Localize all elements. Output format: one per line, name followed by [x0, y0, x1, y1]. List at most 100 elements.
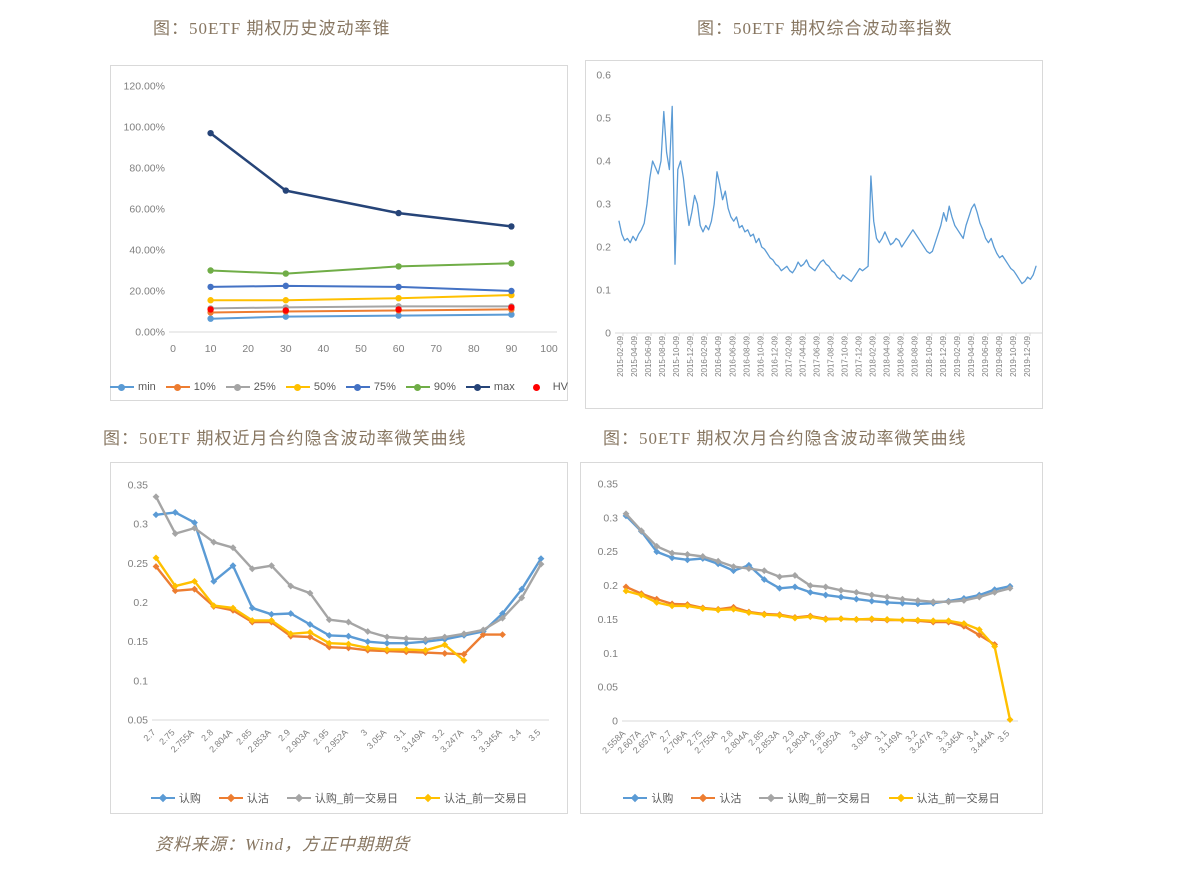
svg-text:2017-06-09: 2017-06-09 — [812, 335, 821, 376]
svg-text:3.4: 3.4 — [507, 727, 523, 743]
svg-text:0: 0 — [605, 328, 611, 340]
svg-text:0.25: 0.25 — [128, 558, 149, 570]
legend-marker-icon — [225, 383, 250, 391]
svg-text:70: 70 — [430, 343, 442, 355]
legend-item: 认购_前一交易日 — [759, 790, 871, 806]
figure-title-vol-index: 图：50ETF 期权综合波动率指数 — [697, 19, 953, 38]
svg-text:0.1: 0.1 — [603, 648, 618, 660]
svg-text:0.05: 0.05 — [598, 682, 619, 694]
svg-text:60.00%: 60.00% — [129, 204, 165, 216]
svg-text:100.00%: 100.00% — [124, 122, 165, 134]
legend-marker-icon — [416, 793, 440, 803]
svg-text:3: 3 — [847, 728, 858, 739]
svg-text:2019-04-09: 2019-04-09 — [967, 335, 976, 376]
svg-text:20.00%: 20.00% — [129, 286, 165, 298]
figure-title-smile-next-month: 图：50ETF 期权次月合约隐含波动率微笑曲线 — [603, 429, 967, 448]
svg-text:100: 100 — [540, 343, 558, 355]
legend-marker-icon — [465, 383, 490, 391]
svg-text:3: 3 — [359, 727, 370, 738]
legend-marker-icon — [405, 383, 430, 391]
legend-marker-icon — [759, 793, 784, 803]
svg-text:0.3: 0.3 — [133, 519, 148, 531]
svg-text:3.5: 3.5 — [526, 727, 542, 743]
svg-text:0.2: 0.2 — [596, 242, 611, 254]
svg-text:3.5: 3.5 — [995, 728, 1011, 744]
legend-marker-icon — [888, 793, 913, 803]
svg-text:0.2: 0.2 — [603, 580, 618, 592]
svg-text:120.00%: 120.00% — [124, 81, 165, 93]
svg-text:2017-08-09: 2017-08-09 — [827, 335, 836, 376]
legend-item: HV — [525, 381, 568, 393]
legend-item: 75% — [345, 381, 396, 393]
svg-text:3.05A: 3.05A — [365, 727, 389, 751]
svg-text:0.1: 0.1 — [133, 675, 148, 687]
svg-text:2019-08-09: 2019-08-09 — [995, 335, 1004, 376]
legend-marker-icon — [285, 383, 310, 391]
svg-text:0.3: 0.3 — [596, 199, 611, 211]
legend-marker-icon — [525, 383, 549, 391]
svg-text:2018-10-09: 2018-10-09 — [925, 335, 934, 376]
legend-marker-icon — [110, 383, 135, 391]
svg-text:2019-12-09: 2019-12-09 — [1023, 335, 1032, 376]
chart-legend: 认购 认沽 认购_前一交易日 认沽_前一交易日 — [581, 790, 1042, 806]
svg-text:2017-12-09: 2017-12-09 — [855, 335, 864, 376]
chart-composite-volatility-index: 0 0.1 0.2 0.3 0.4 0.5 0.6 2015-02-09 2015-04-09 2… — [585, 60, 1044, 409]
svg-text:2015-10-09: 2015-10-09 — [672, 335, 681, 376]
legend-marker-icon — [286, 793, 311, 803]
svg-text:50: 50 — [355, 343, 367, 355]
svg-text:30: 30 — [280, 343, 292, 355]
svg-text:2018-04-09: 2018-04-09 — [883, 335, 892, 376]
chart-next-month-iv-smile: 0 0.05 0.1 0.15 0.2 0.25 0.3 0.35 2.558A 2.607A 2.… — [580, 462, 1043, 814]
svg-text:2019-06-09: 2019-06-09 — [981, 335, 990, 376]
svg-text:2019-02-09: 2019-02-09 — [953, 335, 962, 376]
svg-text:0.35: 0.35 — [598, 479, 619, 491]
svg-text:2.7: 2.7 — [141, 727, 157, 743]
svg-text:0.6: 0.6 — [596, 70, 611, 82]
legend-item: 10% — [165, 381, 216, 393]
svg-text:2015-06-09: 2015-06-09 — [644, 335, 653, 376]
svg-text:0.05: 0.05 — [128, 715, 149, 727]
svg-text:0.15: 0.15 — [598, 614, 619, 626]
legend-item: max — [465, 381, 515, 393]
svg-text:20: 20 — [242, 343, 254, 355]
legend-item: 认购_前一交易日 — [286, 790, 398, 806]
svg-text:2019-10-09: 2019-10-09 — [1009, 335, 1018, 376]
svg-text:80.00%: 80.00% — [129, 163, 165, 175]
svg-text:2018-02-09: 2018-02-09 — [869, 335, 878, 376]
svg-text:0.2: 0.2 — [133, 597, 148, 609]
svg-text:0.35: 0.35 — [128, 480, 149, 492]
legend-marker-icon — [623, 793, 648, 803]
legend-marker-icon — [150, 793, 175, 803]
svg-text:0.25: 0.25 — [598, 546, 619, 558]
svg-text:2017-04-09: 2017-04-09 — [798, 335, 807, 376]
svg-text:2018-12-09: 2018-12-09 — [939, 335, 948, 376]
legend-item: 认购 — [150, 790, 201, 806]
legend-marker-icon — [218, 793, 243, 803]
svg-text:2017-10-09: 2017-10-09 — [841, 335, 850, 376]
svg-text:2015-08-09: 2015-08-09 — [658, 335, 667, 376]
svg-text:80: 80 — [468, 343, 480, 355]
legend-item: min — [110, 381, 156, 393]
svg-text:2015-12-09: 2015-12-09 — [686, 335, 695, 376]
chart-legend: 认购 认沽 认购_前一交易日 认沽_前一交易日 — [111, 790, 567, 806]
svg-text:2016-08-09: 2016-08-09 — [742, 335, 751, 376]
chart-historical-volatility-cone: 0.00% 20.00% 40.00% 60.00% 80.00% 100.00% 120.… — [110, 65, 568, 401]
chart-near-month-iv-smile: 0.05 0.1 0.15 0.2 0.25 0.3 0.35 2.7 2.75 2.755A 2.… — [110, 462, 568, 814]
legend-item: 25% — [225, 381, 276, 393]
svg-text:2016-02-09: 2016-02-09 — [700, 335, 709, 376]
svg-text:0.15: 0.15 — [128, 636, 149, 648]
legend-item: 认沽 — [691, 790, 741, 806]
legend-marker-icon — [165, 383, 190, 391]
svg-text:0: 0 — [170, 343, 176, 355]
svg-text:2015-04-09: 2015-04-09 — [630, 335, 639, 376]
svg-text:90: 90 — [506, 343, 518, 355]
svg-text:40: 40 — [318, 343, 330, 355]
legend-item: 50% — [285, 381, 336, 393]
legend-item: 认购 — [623, 790, 673, 806]
figure-title-vol-cone: 图：50ETF 期权历史波动率锥 — [153, 19, 391, 38]
svg-text:2017-02-09: 2017-02-09 — [784, 335, 793, 376]
legend-marker-icon — [691, 793, 716, 803]
svg-text:2016-12-09: 2016-12-09 — [770, 335, 779, 376]
figure-title-smile-near-month: 图：50ETF 期权近月合约隐含波动率微笑曲线 — [103, 429, 467, 448]
